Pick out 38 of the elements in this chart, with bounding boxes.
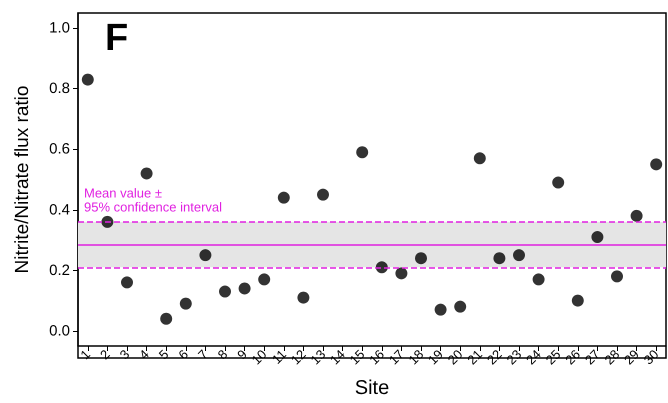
y-tick-label: 0.2	[49, 262, 70, 279]
point	[630, 210, 643, 222]
point	[140, 167, 153, 180]
point	[493, 252, 506, 264]
point	[278, 192, 290, 204]
point	[454, 300, 466, 313]
point	[532, 273, 545, 286]
chart-title: F	[105, 17, 128, 59]
point	[180, 298, 192, 310]
point	[474, 152, 486, 164]
point	[238, 282, 251, 294]
y-tick-label: 0.8	[49, 80, 70, 98]
point	[297, 292, 310, 304]
point	[317, 188, 329, 201]
band-label: Mean value ± 95% confidence interval	[84, 185, 222, 214]
point	[121, 276, 133, 288]
y-axis-title: Nitrite/Nitrate flux ratio	[12, 86, 33, 274]
point	[552, 176, 564, 189]
point	[199, 249, 212, 262]
point	[434, 304, 447, 316]
y-tick-label: 0.6	[49, 140, 70, 158]
point	[591, 231, 604, 244]
point	[356, 146, 368, 158]
point	[572, 294, 584, 307]
point	[415, 252, 427, 264]
point	[395, 267, 408, 280]
x-axis-title: Site	[354, 377, 390, 399]
point	[160, 312, 172, 325]
y-tick-label: 0.0	[49, 322, 70, 340]
y-tick-label: 0.4	[49, 201, 70, 218]
point	[258, 273, 270, 286]
point	[513, 249, 525, 262]
point	[101, 216, 114, 228]
y-tick-label: 1.0	[49, 20, 70, 37]
point	[219, 286, 231, 298]
point	[611, 270, 623, 282]
point	[650, 158, 662, 170]
point	[82, 74, 94, 86]
